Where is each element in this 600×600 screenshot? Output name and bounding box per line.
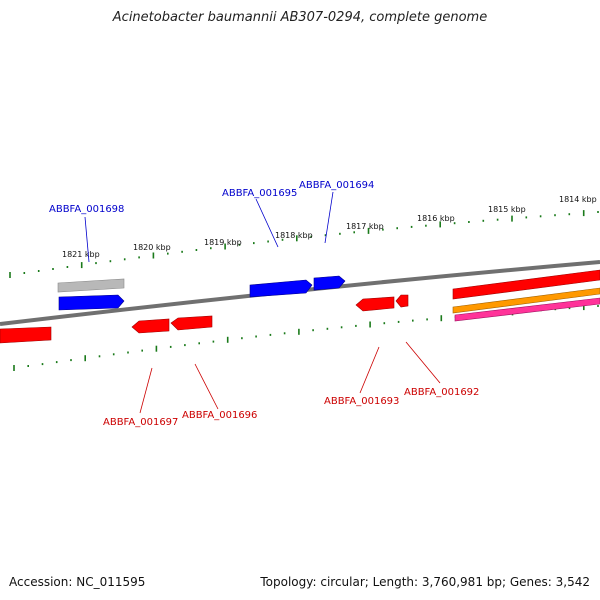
gene-reverse[interactable]	[452, 269, 600, 300]
kbp-label: 1815 kbp	[488, 205, 526, 214]
genome-summary-text: Topology: circular; Length: 3,760,981 bp…	[260, 575, 590, 589]
kbp-label: 1820 kbp	[133, 243, 171, 252]
feature-gray[interactable]	[57, 278, 125, 293]
map-title: Acinetobacter baumannii AB307-0294, comp…	[112, 10, 488, 25]
gene-label-forward[interactable]: ABBFA_001694	[299, 180, 374, 191]
kbp-label: 1814 kbp	[559, 195, 597, 204]
gene-reverse[interactable]	[131, 318, 170, 334]
kbp-label: 1821 kbp	[62, 250, 100, 259]
gene-label-reverse[interactable]: ABBFA_001693	[324, 396, 399, 407]
kbp-labels: 1821 kbp 1820 kbp 1819 kbp 1818 kbp 1817…	[62, 195, 597, 259]
gene-label-forward[interactable]: ABBFA_001695	[222, 188, 297, 199]
upper-tick-track	[9, 210, 599, 278]
kbp-label: 1818 kbp	[275, 231, 313, 240]
gene-reverse[interactable]	[355, 296, 395, 312]
gene-reverse[interactable]	[395, 294, 409, 308]
kbp-label: 1817 kbp	[346, 222, 384, 231]
feature-orange[interactable]	[452, 287, 600, 314]
kbp-label: 1819 kbp	[204, 238, 242, 247]
leader-lines	[84, 191, 441, 414]
gene-forward[interactable]	[313, 275, 346, 291]
gene-label-reverse[interactable]: ABBFA_001692	[404, 387, 479, 398]
gene-label-reverse[interactable]: ABBFA_001697	[103, 417, 178, 428]
gene-labels: ABBFA_001698 ABBFA_001695 ABBFA_001694 A…	[49, 180, 479, 428]
gene-reverse[interactable]	[0, 326, 52, 344]
gene-label-reverse[interactable]: ABBFA_001696	[182, 410, 257, 421]
gene-reverse[interactable]	[170, 315, 213, 331]
gene-forward[interactable]	[249, 279, 313, 298]
reverse-features	[0, 294, 409, 344]
feature-pink[interactable]	[454, 297, 600, 322]
forward-features	[57, 269, 600, 322]
accession-text: Accession: NC_011595	[9, 575, 146, 589]
kbp-label: 1816 kbp	[417, 214, 455, 223]
gene-forward[interactable]	[58, 294, 125, 311]
gene-label-forward[interactable]: ABBFA_001698	[49, 204, 124, 215]
